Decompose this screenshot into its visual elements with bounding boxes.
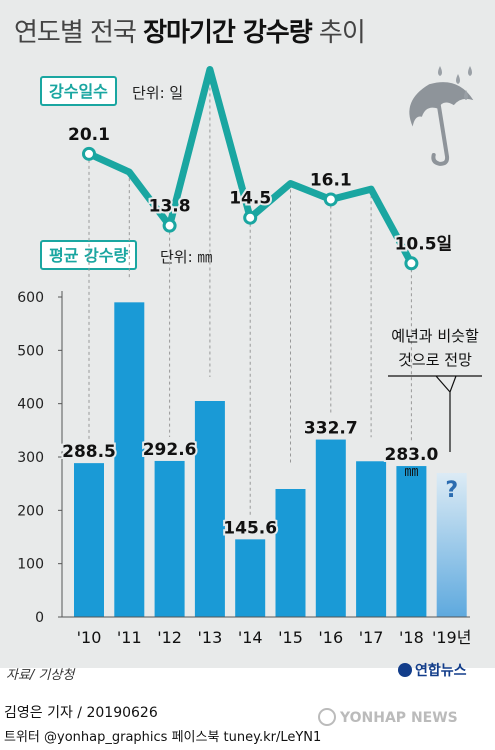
forecast-note-line2: 것으로 전망: [398, 351, 472, 369]
bar-value-label: 292.6: [143, 440, 197, 460]
bar-series: [74, 302, 467, 617]
watermark-ring-icon: [318, 708, 336, 726]
bar: [74, 463, 104, 617]
line-series: [82, 66, 419, 271]
x-tick-label: '17: [359, 628, 384, 647]
bar: [356, 461, 387, 617]
bar-unit-label: ㎜: [404, 464, 418, 480]
y-axis: 0 100 200 300 400 500 600: [17, 290, 63, 626]
forecast-note-line1: 예년과 비슷할: [391, 327, 479, 345]
days-label: 16.1: [310, 170, 352, 190]
rain-unit-label: 단위: ㎜: [160, 248, 213, 266]
x-tick-label: '12: [157, 628, 182, 647]
bar: [114, 302, 145, 617]
y-tick-label: 0: [35, 610, 44, 626]
bar-value-label: 332.7: [304, 419, 358, 439]
byline: 김영은 기자 / 20190626: [4, 705, 158, 721]
forecast-annotation: 예년과 비슷할 것으로 전망: [388, 327, 482, 452]
yonhap-logo: 연합뉴스: [398, 660, 467, 680]
days-label: 10.5일: [395, 234, 453, 254]
rainfall-chart: 0 100 200 300 400 500 600 20.1 13.8 14.5 16.1 10.5…: [17, 66, 482, 647]
watermark-text: YONHAP NEWS: [340, 710, 458, 726]
bar: [194, 401, 225, 617]
x-tick-label: '19년: [432, 628, 471, 647]
x-tick-label: '10: [77, 628, 102, 647]
bar-value-label: 288.5: [62, 442, 116, 462]
days-point: [82, 146, 96, 161]
bar-forecast: [436, 473, 467, 617]
social-links: 트위터 @yonhap_graphics 페이스북 tuney.kr/LeYN1: [4, 730, 322, 745]
source-note: 자료/ 기상청: [6, 668, 75, 683]
title-bold: 장마기간 강수량: [143, 18, 312, 48]
logo-text: 연합뉴스: [415, 663, 467, 679]
x-tick-label: '14: [238, 628, 263, 647]
bar: [154, 460, 185, 617]
days-point: [323, 192, 338, 207]
days-label: 20.1: [68, 125, 110, 145]
days-label: 13.8: [149, 197, 191, 217]
x-tick-label: '11: [117, 628, 142, 647]
days-line: [85, 66, 415, 267]
drop-lines: [88, 69, 412, 516]
y-tick-label: 400: [17, 397, 44, 413]
x-tick-label: '16: [318, 628, 343, 647]
title-suffix: 추이: [318, 18, 366, 48]
x-tick-label: '13: [198, 628, 223, 647]
bar: [396, 466, 427, 617]
data-labels: 20.1 13.8 14.5 16.1 10.5일 288.5 292.6 145.6 332.…: [60, 123, 458, 540]
page-title: 연도별 전국 장마기간 강수량 추이: [14, 12, 366, 49]
x-axis: '10 '11 '12 '13 '14 '15 '16 '17 '18 '19년: [62, 616, 471, 647]
days-point: [162, 218, 177, 233]
y-tick-label: 300: [17, 450, 44, 466]
days-point: [404, 256, 419, 271]
x-tick-label: '18: [399, 628, 424, 647]
title-light: 연도별 전국: [14, 18, 137, 48]
y-tick-label: 500: [17, 343, 44, 359]
rain-legend-badge: 평균 강수량: [40, 240, 138, 270]
days-point: [243, 210, 258, 225]
bar: [235, 539, 266, 617]
bar-value-label: 145.6: [223, 518, 277, 538]
umbrella-icon: [409, 66, 474, 166]
logo-mark-icon: [398, 663, 412, 677]
bar: [315, 439, 346, 617]
watermark: YONHAP NEWS: [318, 708, 458, 726]
forecast-question-label: ?: [445, 478, 458, 503]
x-tick-label: '15: [278, 628, 303, 647]
y-tick-label: 100: [17, 557, 44, 573]
y-tick-label: 200: [17, 503, 44, 519]
days-label: 14.5: [229, 189, 271, 209]
days-unit-label: 단위: 일: [132, 84, 184, 102]
bar: [275, 489, 306, 617]
days-legend-badge: 강수일수: [40, 76, 117, 106]
y-tick-label: 600: [17, 290, 44, 306]
bar-value-label: 283.0: [385, 445, 439, 465]
